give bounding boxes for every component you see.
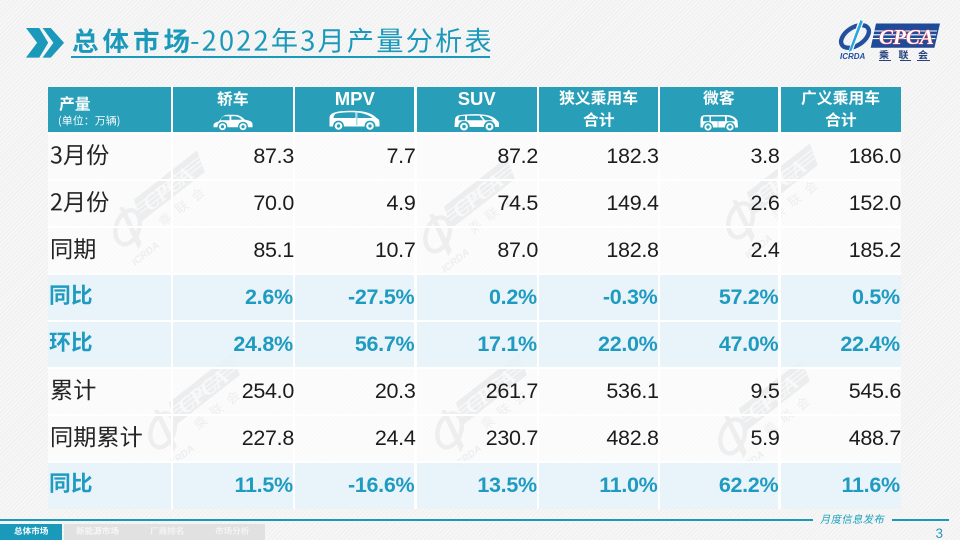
- svg-text:ICRDA: ICRDA: [840, 52, 866, 61]
- svg-text:CPCA: CPCA: [879, 25, 934, 49]
